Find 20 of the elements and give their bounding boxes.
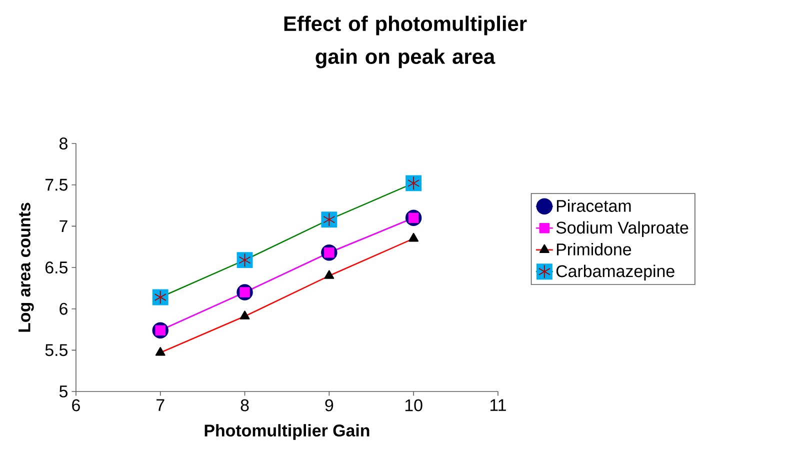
chart-title: Effect of photomultiplier gain on peak area: [284, 16, 527, 68]
legend-label: Sodium Valproate: [556, 221, 688, 238]
y-tick-label: 6: [60, 302, 68, 315]
y-tick-label: 7.5: [46, 178, 68, 191]
x-tick-label: 6: [72, 399, 80, 412]
x-tick-label: 11: [490, 399, 506, 411]
x-tick-label: 9: [325, 399, 334, 412]
legend-label: Carbamazepine: [556, 264, 674, 281]
y-tick-label: 5.5: [45, 344, 68, 356]
x-axis-title: Photomultiplier Gain: [204, 424, 370, 440]
y-tick-label: 6.5: [46, 262, 68, 274]
x-tick-label: 7: [156, 399, 164, 411]
y-tick-label: 7: [60, 220, 68, 232]
y-axis-title: Log area counts: [18, 202, 34, 332]
legend-label: Primidone: [556, 243, 632, 256]
y-tick-label: 5: [59, 386, 68, 398]
x-tick-label: 8: [240, 399, 249, 412]
legend-label: Piracetam: [556, 200, 631, 212]
x-tick-label: 10: [405, 399, 422, 412]
y-tick-label: 8: [60, 138, 68, 150]
